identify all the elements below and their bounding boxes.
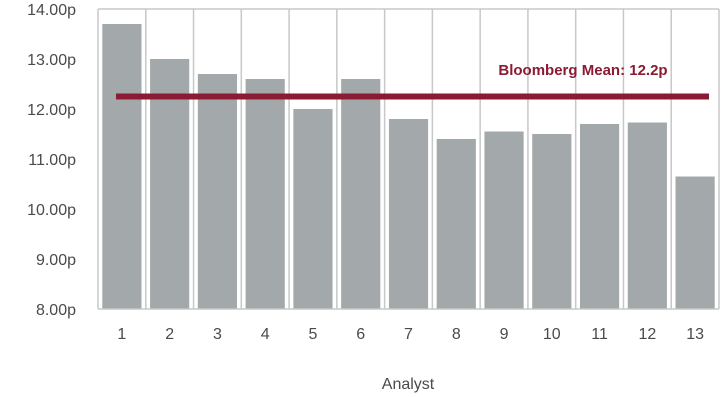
x-tick-label: 2 — [165, 326, 174, 343]
bar-analyst-2 — [150, 59, 190, 309]
y-tick-label: 12.00p — [27, 102, 76, 119]
x-tick-label: 4 — [261, 326, 270, 343]
bar-analyst-8 — [436, 139, 476, 309]
grid-lines — [97, 8, 720, 309]
y-tick-labels: 8.00p 9.00p 10.00p 11.00p 12.00p 13.00p 14.00p — [27, 2, 76, 319]
x-tick-label: 3 — [213, 326, 222, 343]
x-tick-labels: 1 2 3 4 5 6 7 8 9 10 11 12 13 — [117, 326, 704, 343]
x-tick-label: 8 — [452, 326, 461, 343]
bar-analyst-1 — [102, 24, 142, 309]
x-axis-title: Analyst — [382, 376, 435, 393]
y-tick-label: 14.00p — [27, 2, 76, 19]
bar-analyst-3 — [197, 74, 238, 309]
x-tick-label: 10 — [543, 326, 561, 343]
x-tick-label: 6 — [356, 326, 365, 343]
y-tick-label: 10.00p — [27, 202, 76, 219]
bar-analyst-12 — [627, 122, 667, 309]
x-tick-label: 5 — [309, 326, 318, 343]
x-tick-label: 1 — [117, 326, 126, 343]
x-tick-label: 11 — [591, 326, 608, 343]
x-tick-label: 9 — [500, 326, 509, 343]
y-tick-label: 11.00p — [28, 152, 76, 169]
x-tick-label: 7 — [404, 326, 413, 343]
bar-analyst-5 — [293, 109, 333, 309]
y-tick-label: 8.00p — [36, 302, 76, 319]
mean-reference-label: Bloomberg Mean: 12.2p — [498, 62, 667, 79]
bar-analyst-11 — [579, 124, 620, 309]
bars — [102, 24, 715, 309]
x-tick-label: 13 — [686, 326, 704, 343]
bar-analyst-10 — [532, 134, 572, 309]
y-tick-label: 9.00p — [36, 252, 76, 269]
bar-analyst-4 — [245, 79, 285, 309]
y-tick-label: 13.00p — [27, 52, 76, 69]
x-tick-label: 12 — [638, 326, 656, 343]
bar-analyst-7 — [388, 119, 429, 309]
bar-analyst-13 — [675, 176, 715, 309]
bar-analyst-9 — [484, 131, 524, 309]
bar-analyst-6 — [341, 79, 381, 309]
